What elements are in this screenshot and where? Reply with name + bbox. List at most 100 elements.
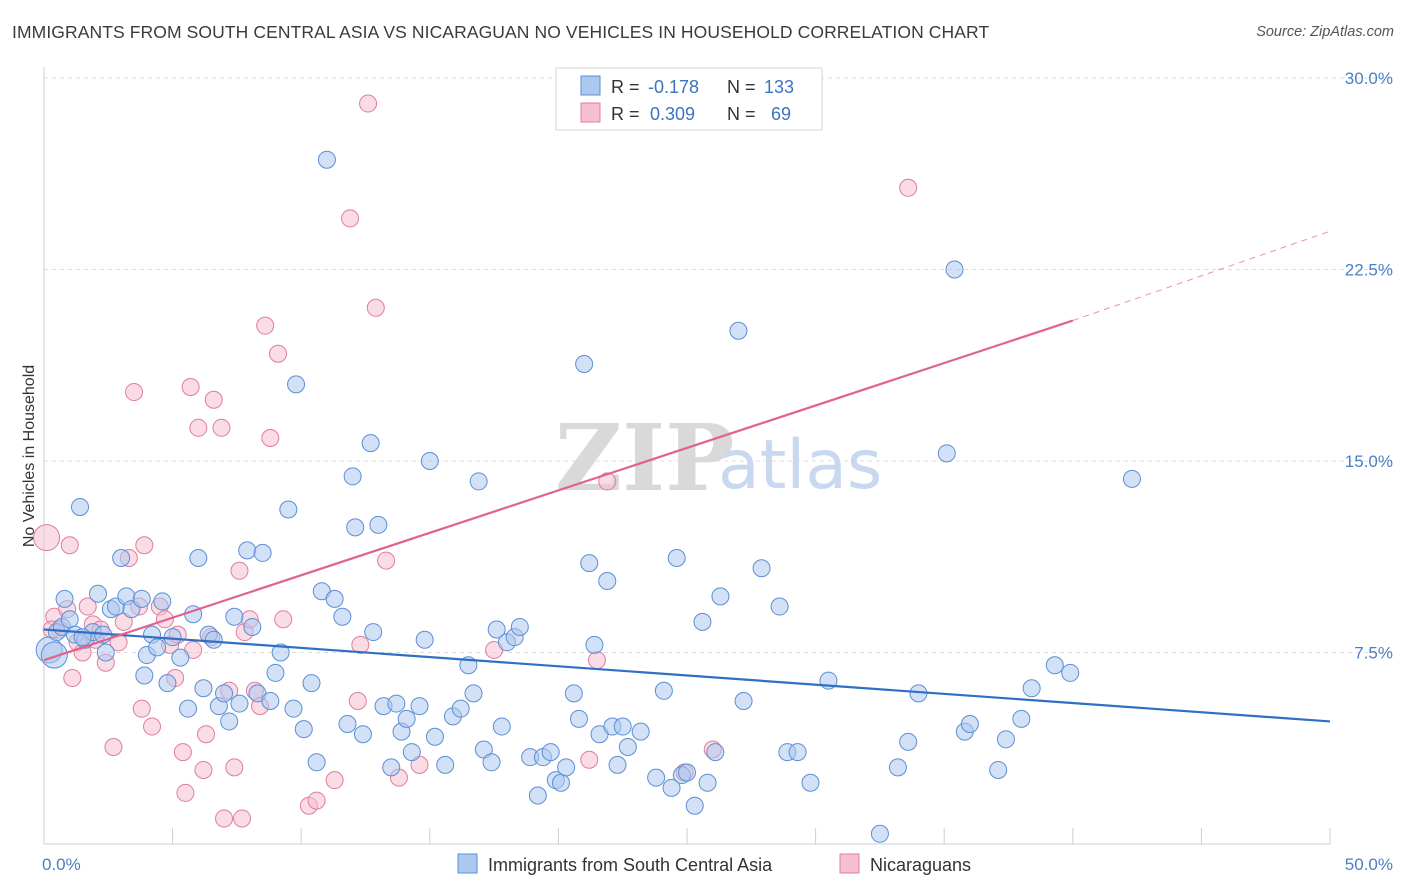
pink-trend-line (43, 319, 1074, 662)
south-central-asia-point-36 (225, 607, 244, 626)
south-central-asia-point-39 (243, 617, 262, 636)
x-tick-label-0: 0.0% (42, 855, 81, 874)
south-central-asia-point-69 (415, 630, 434, 649)
south-central-asia-point-41 (253, 543, 272, 562)
stats-blue-swatch (580, 75, 601, 96)
watermark-atlas: atlas (718, 426, 882, 505)
nicaraguan-point-50 (307, 791, 326, 810)
nicaraguan-point-26 (173, 743, 192, 762)
south-central-asia-point-15 (112, 549, 131, 568)
south-central-asia-point-90 (551, 773, 570, 792)
south-central-asia-point-48 (294, 720, 313, 739)
nicaraguan-point-30 (189, 418, 208, 437)
south-central-asia-point-1 (40, 641, 68, 669)
south-central-asia-point-109 (678, 763, 696, 782)
south-central-asia-point-84 (510, 617, 529, 636)
south-central-asia-point-68 (410, 697, 429, 716)
legend-pink-label: Nicaraguans (870, 855, 971, 875)
south-central-asia-point-56 (343, 467, 362, 486)
source-label: Source: ZipAtlas.com (1256, 24, 1394, 40)
nicaraguan-point-45 (256, 316, 275, 335)
south-central-asia-point-43 (266, 663, 285, 682)
south-central-asia-point-91 (557, 758, 576, 777)
south-central-asia-point-42 (261, 692, 280, 711)
stats-pink-n-label: N = (727, 104, 756, 124)
south-central-asia-point-124 (888, 758, 907, 777)
nicaraguan-point-48 (274, 610, 293, 629)
south-central-asia-point-118 (770, 597, 789, 616)
south-central-asia-point-71 (425, 727, 444, 746)
grid-lines (44, 77, 1392, 653)
south-central-asia-point-37 (230, 694, 249, 713)
south-central-asia-point-72 (436, 755, 455, 774)
stats-pink-n-value: 69 (771, 104, 791, 124)
x-axis-tick-labels: 0.0% 50.0% (42, 855, 1393, 874)
south-central-asia-point-10 (89, 584, 108, 603)
nicaraguan-point-40 (233, 809, 252, 828)
nicaraguan-point-57 (377, 551, 396, 570)
y-tick-label-2: 22.5% (1345, 261, 1393, 280)
south-central-asia-point-104 (647, 768, 666, 787)
nicaraguan-point-0 (33, 524, 61, 552)
south-central-asia-point-4 (55, 589, 74, 608)
nicaraguan-point-52 (341, 209, 360, 228)
stats-box: R = -0.178 N = 133 R = 0.309 N = 69 (555, 67, 823, 131)
y-tick-label-1: 15.0% (1345, 452, 1393, 471)
nicaraguan-point-34 (204, 390, 223, 409)
south-central-asia-point-49 (302, 674, 321, 693)
south-central-asia-point-81 (492, 717, 511, 736)
nicaraguan-point-27 (176, 783, 195, 802)
south-central-asia-point-125 (899, 732, 918, 751)
nicaraguan-point-62 (587, 651, 606, 670)
nicaraguan-point-5 (63, 669, 82, 688)
stats-pink-r-label: R = (611, 104, 640, 124)
south-central-asia-point-95 (580, 554, 599, 573)
pink-trend-extension (1072, 230, 1331, 322)
south-central-asia-point-55 (338, 714, 357, 733)
south-central-asia-point-29 (189, 549, 208, 568)
south-central-asia-point-107 (667, 549, 686, 568)
south-central-asia-point-61 (369, 515, 388, 534)
south-central-asia-point-131 (989, 760, 1008, 779)
south-central-asia-point-134 (1022, 679, 1041, 698)
south-central-asia-point-45 (279, 500, 298, 519)
south-central-asia-point-102 (618, 737, 637, 756)
legend-blue-swatch (457, 853, 478, 874)
stats-blue-r-value: -0.178 (648, 77, 699, 97)
south-central-asia-point-60 (364, 623, 383, 642)
south-central-asia-point-123 (870, 824, 889, 843)
trend-lines (43, 230, 1331, 723)
x-axis-ticks (172, 828, 1331, 844)
nicaraguan-point-53 (348, 692, 367, 711)
south-central-asia-point-5 (60, 610, 79, 629)
south-central-asia-point-26 (171, 648, 190, 667)
south-central-asia-point-18 (132, 589, 151, 608)
south-central-asia-point-132 (996, 730, 1015, 749)
nicaraguan-point-35 (212, 418, 231, 437)
south-central-asia-point-77 (469, 472, 488, 491)
south-central-asia-point-93 (569, 709, 588, 728)
south-central-asia-point-98 (598, 572, 617, 591)
blue-series-points (35, 150, 1141, 843)
nicaraguan-point-12 (104, 737, 123, 756)
y-tick-label-3: 30.0% (1345, 69, 1393, 88)
nicaraguan-point-38 (225, 758, 244, 777)
legend-blue-label: Immigrants from South Central Asia (488, 855, 773, 875)
x-tick-label-1: 50.0% (1345, 855, 1393, 874)
south-central-asia-point-130 (960, 714, 979, 733)
south-central-asia-point-64 (387, 694, 406, 713)
nicaraguan-point-28 (181, 377, 200, 396)
south-central-asia-point-117 (752, 559, 771, 578)
nicaraguan-point-54 (351, 635, 370, 654)
south-central-asia-point-133 (1012, 709, 1031, 728)
stats-pink-r-value: 0.309 (650, 104, 695, 124)
nicaraguan-point-46 (261, 429, 280, 448)
nicaraguan-point-61 (580, 750, 599, 769)
south-central-asia-point-106 (662, 778, 681, 797)
south-central-asia-point-70 (420, 452, 439, 470)
south-central-asia-point-67 (402, 743, 421, 762)
nicaraguan-point-4 (60, 536, 79, 555)
south-central-asia-point-52 (317, 150, 336, 169)
watermark-zip: ZIP (555, 404, 734, 512)
